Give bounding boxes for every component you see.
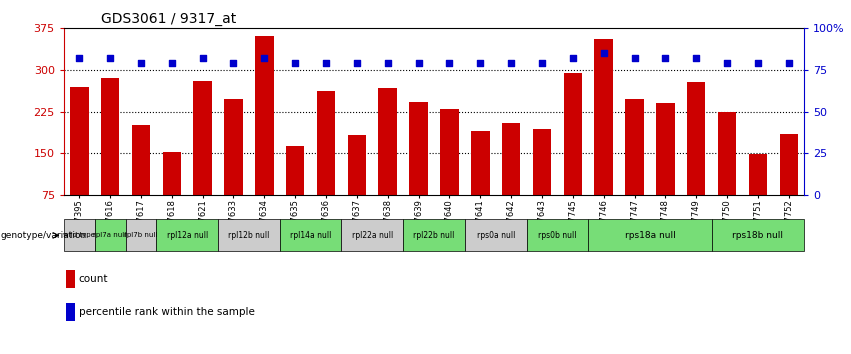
Bar (224, 99, 243, 195)
Bar (280, 219, 341, 251)
Bar (533, 129, 551, 195)
Bar (379, 88, 397, 195)
Bar (100, 78, 119, 195)
Bar (527, 219, 588, 251)
Point (473, 61, 487, 66)
Bar (64, 219, 94, 251)
Point (566, 56, 580, 61)
Text: genotype/variation: genotype/variation (1, 231, 87, 240)
Point (134, 61, 148, 66)
Bar (711, 219, 804, 251)
Bar (502, 122, 520, 195)
Bar (193, 81, 212, 195)
Text: rpl7a null: rpl7a null (94, 233, 127, 238)
Point (165, 61, 179, 66)
Point (720, 61, 734, 66)
Bar (717, 112, 736, 195)
Bar (125, 219, 157, 251)
Bar (341, 219, 403, 251)
Bar (132, 125, 150, 195)
Point (258, 56, 271, 61)
Bar (70, 86, 89, 195)
Bar (465, 219, 527, 251)
Bar (255, 35, 273, 195)
Bar (563, 73, 582, 195)
Bar (286, 147, 305, 195)
Point (319, 61, 333, 66)
Point (505, 61, 518, 66)
Bar (66, 270, 75, 289)
Point (597, 51, 610, 56)
Text: rps0a null: rps0a null (477, 231, 515, 240)
Bar (749, 154, 767, 195)
Text: rps0b null: rps0b null (538, 231, 577, 240)
Bar (440, 109, 459, 195)
Bar (66, 303, 75, 321)
Text: rpl12b null: rpl12b null (228, 231, 270, 240)
Point (226, 61, 240, 66)
Text: rps18b null: rps18b null (733, 231, 784, 240)
Bar (347, 135, 366, 195)
Point (751, 61, 765, 66)
Bar (471, 131, 489, 195)
Point (412, 61, 426, 66)
Text: rpl12a null: rpl12a null (167, 231, 208, 240)
Bar (687, 82, 705, 195)
Text: rpl7b null: rpl7b null (124, 233, 157, 238)
Point (535, 61, 549, 66)
Point (103, 56, 117, 61)
Text: rpl14a null: rpl14a null (290, 231, 331, 240)
Text: rpl22a null: rpl22a null (351, 231, 393, 240)
Bar (625, 99, 643, 195)
Point (659, 56, 672, 61)
Point (288, 61, 302, 66)
Point (72, 56, 86, 61)
Bar (218, 219, 280, 251)
Text: percentile rank within the sample: percentile rank within the sample (78, 307, 254, 317)
Bar (317, 91, 335, 195)
Bar (780, 134, 798, 195)
Bar (94, 219, 125, 251)
Point (782, 61, 796, 66)
Bar (163, 152, 181, 195)
Text: wild type: wild type (63, 233, 95, 238)
Text: count: count (78, 274, 108, 284)
Text: GDS3061 / 9317_at: GDS3061 / 9317_at (100, 12, 236, 25)
Point (689, 56, 703, 61)
Point (628, 56, 642, 61)
Bar (588, 219, 711, 251)
Text: rpl22b null: rpl22b null (414, 231, 454, 240)
Bar (403, 219, 465, 251)
Point (381, 61, 395, 66)
Text: rps18a null: rps18a null (625, 231, 676, 240)
Point (443, 61, 456, 66)
Bar (409, 102, 428, 195)
Bar (157, 219, 218, 251)
Point (196, 56, 209, 61)
Point (350, 61, 363, 66)
Bar (656, 103, 675, 195)
Bar (594, 39, 613, 195)
